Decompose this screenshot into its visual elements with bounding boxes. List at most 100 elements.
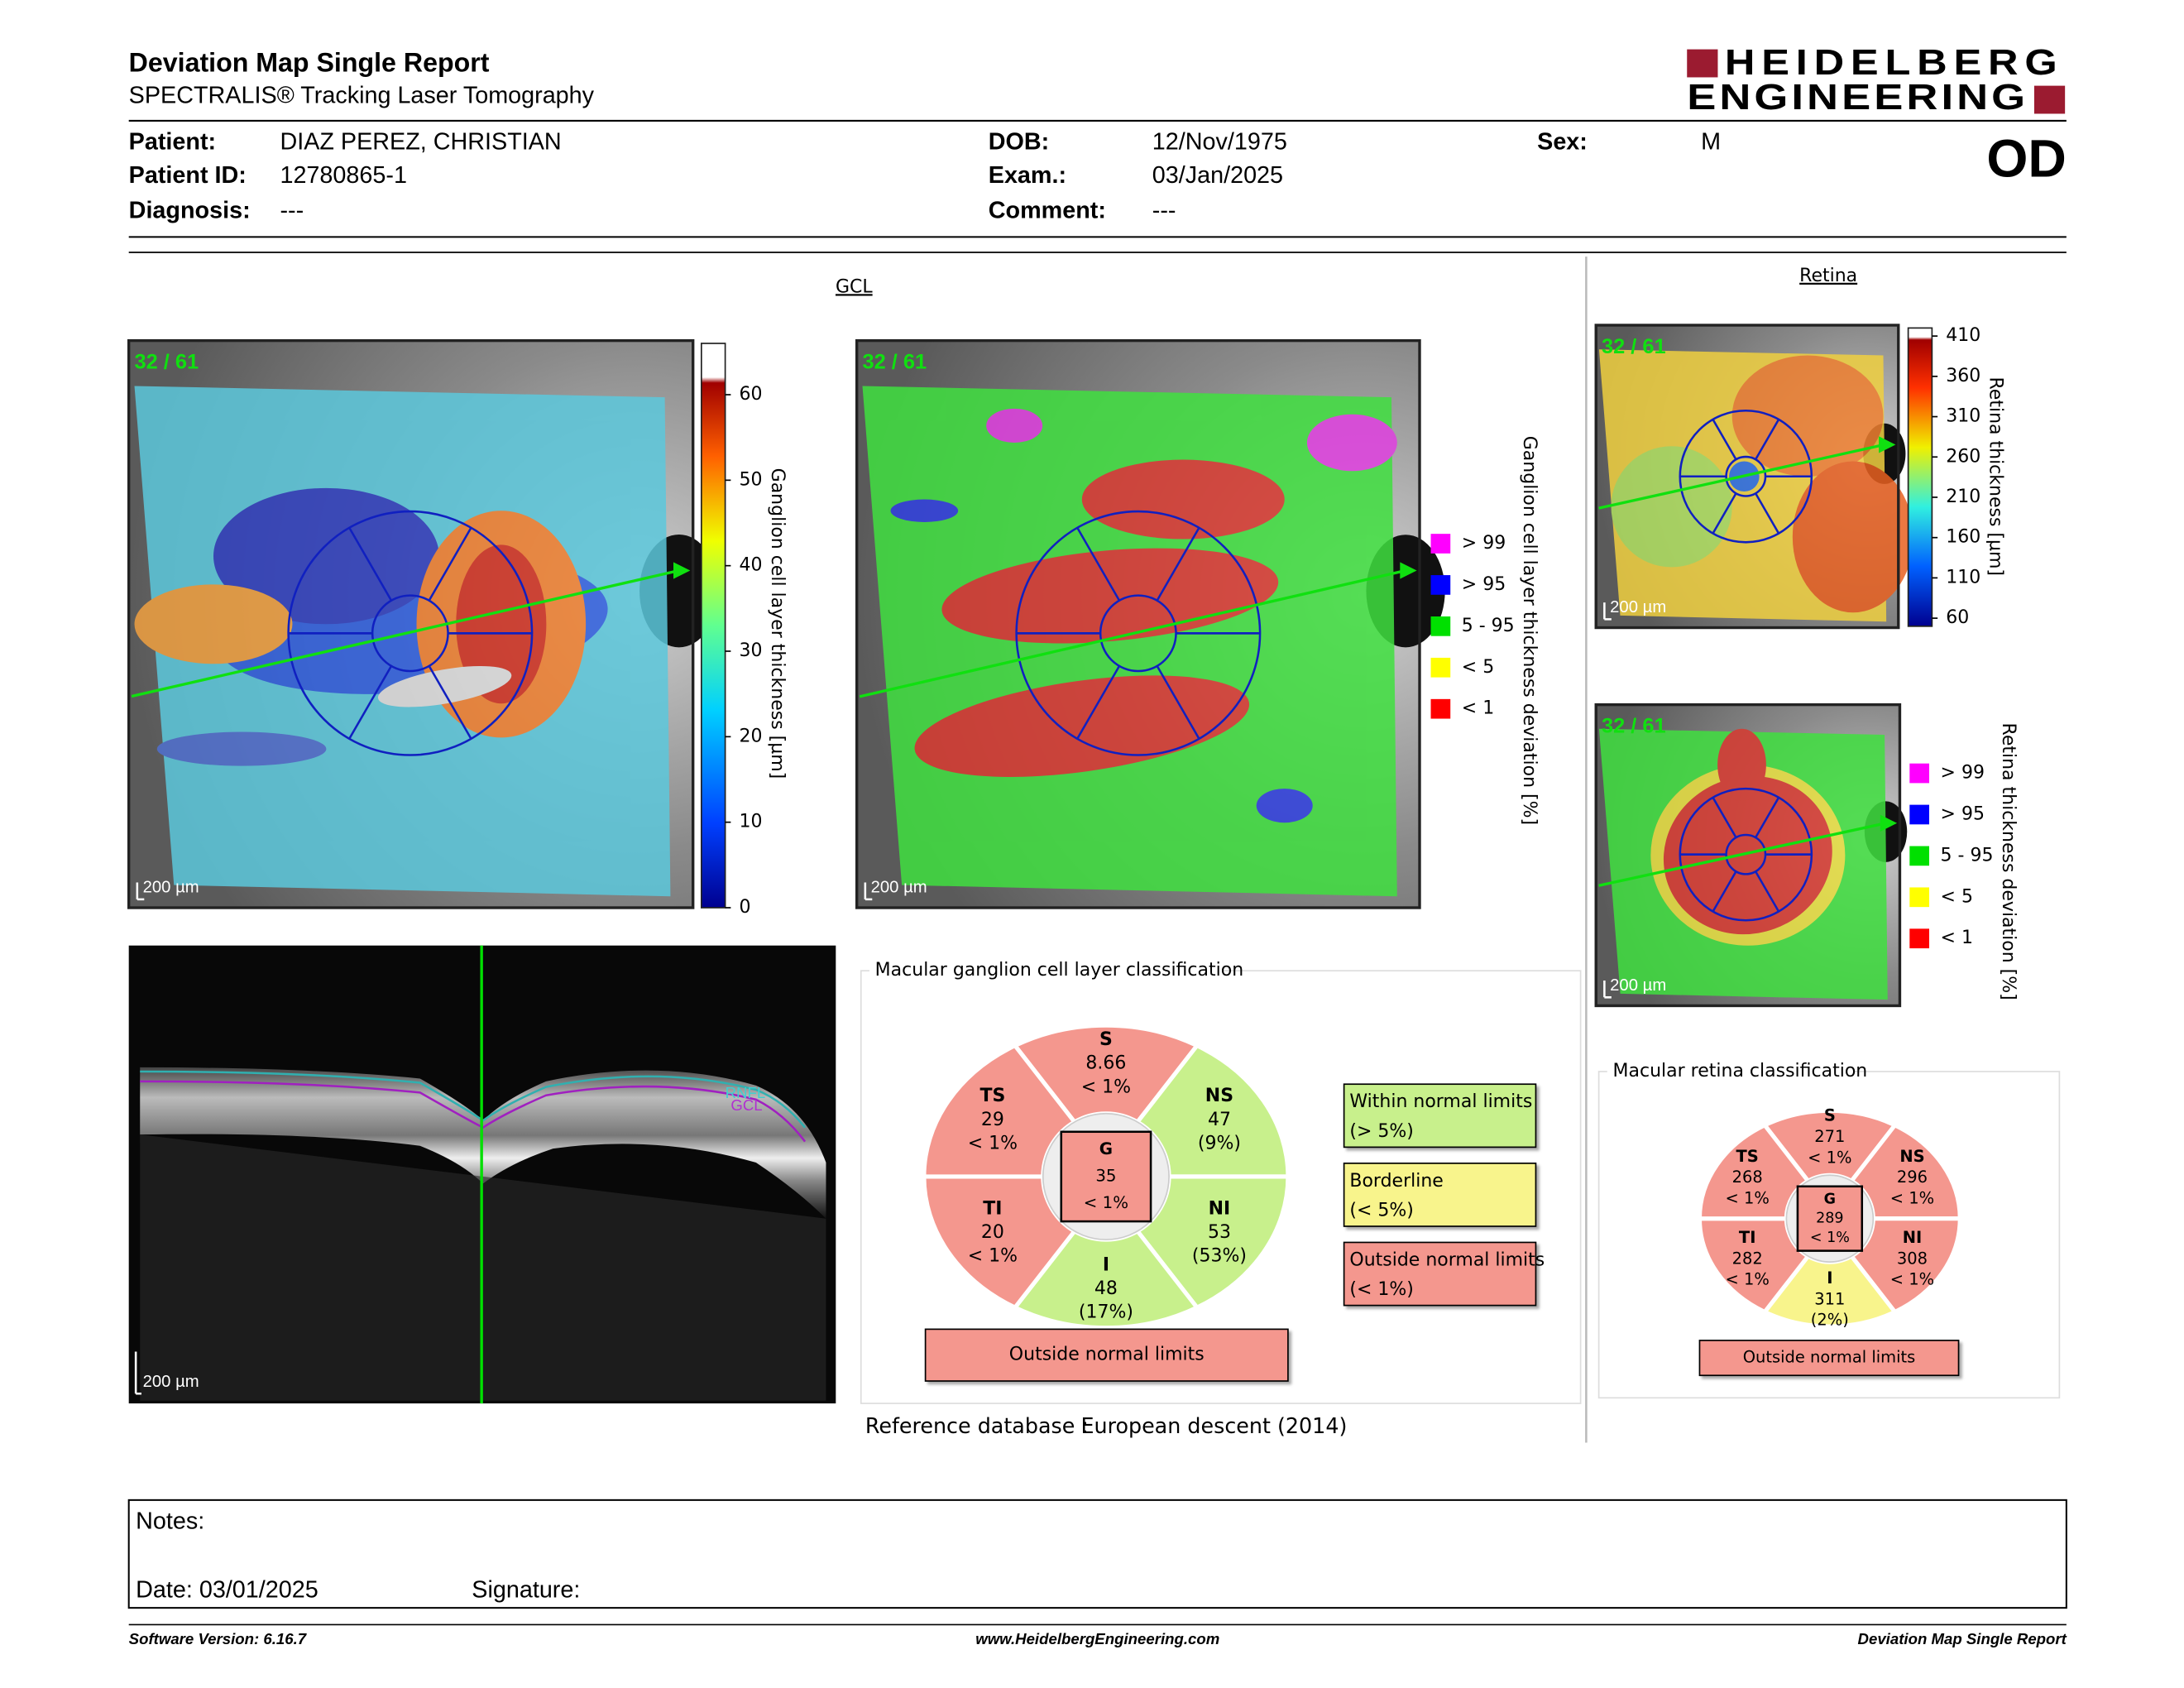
legend-swatch bbox=[1430, 575, 1451, 595]
field-label: Diagnosis: bbox=[129, 198, 251, 224]
overlay-region bbox=[1611, 446, 1732, 568]
sector-value: 53 bbox=[1208, 1222, 1231, 1243]
overlay-region bbox=[1306, 414, 1397, 472]
reference-value: European descent (2014) bbox=[1080, 1413, 1347, 1438]
colorbar-tick-label: 20 bbox=[740, 726, 763, 746]
overlay-region bbox=[213, 487, 439, 625]
grid-spoke bbox=[348, 527, 393, 602]
overlay-region bbox=[1792, 461, 1914, 613]
sector-percentile: < 1% bbox=[1726, 1188, 1770, 1207]
footer-center: www.HeidelbergEngineering.com bbox=[975, 1630, 1219, 1647]
layer-label: GCL bbox=[730, 1096, 762, 1114]
panel-title-bg bbox=[1607, 1058, 1854, 1085]
sector-value: 268 bbox=[1732, 1168, 1763, 1187]
sector-name: TI bbox=[1739, 1228, 1756, 1247]
colorbar-tick-label: 0 bbox=[740, 897, 751, 918]
scale-bar bbox=[1603, 981, 1612, 999]
legend-box bbox=[1343, 1163, 1537, 1227]
sector-percentile: (17%) bbox=[1079, 1302, 1133, 1323]
overlay-region bbox=[1731, 355, 1884, 477]
eye-label: OD bbox=[1986, 129, 2066, 189]
rnfl-boundary bbox=[140, 1070, 807, 1129]
grid-spoke bbox=[1755, 797, 1780, 838]
legend-label: Outside normal limits bbox=[1349, 1249, 1545, 1270]
retina-layers bbox=[140, 1067, 826, 1219]
reference-label: Reference database : bbox=[865, 1413, 1089, 1438]
overlay-region bbox=[1081, 459, 1285, 539]
legend-label: > 95 bbox=[1462, 574, 1506, 595]
grid-spoke bbox=[1712, 419, 1737, 460]
legend-range: (< 5%) bbox=[1349, 1200, 1414, 1220]
field-value: 03/Jan/2025 bbox=[1152, 162, 1283, 189]
scan-line bbox=[1598, 443, 1885, 510]
overlay-region bbox=[1663, 775, 1832, 935]
grid-spoke bbox=[1712, 492, 1737, 535]
colorbar-tick-label: 360 bbox=[1946, 366, 1980, 386]
scale-label: 200 µm bbox=[143, 1373, 199, 1391]
grid-spoke bbox=[428, 665, 472, 740]
image-frame bbox=[1594, 324, 1900, 630]
scan-arrow bbox=[673, 562, 691, 579]
sector-name: G bbox=[1099, 1139, 1113, 1158]
scale-bar bbox=[134, 1351, 141, 1395]
logo-line1: HEIDELBERG bbox=[1725, 42, 2064, 83]
fundus-image: 32 / 61 200 µm bbox=[1594, 703, 1908, 1008]
deviation-axis-label: Retina thickness deviation [%] bbox=[1998, 723, 2019, 1000]
field-value: 12780865-1 bbox=[280, 162, 406, 189]
legend-swatch bbox=[1909, 804, 1929, 825]
grid-spoke bbox=[1076, 527, 1121, 602]
sector-value: 311 bbox=[1814, 1289, 1845, 1308]
sector-value: 296 bbox=[1897, 1168, 1928, 1187]
colorbar-axis-label: Ganglion cell layer thickness [µm] bbox=[767, 468, 788, 779]
sector-name: NS bbox=[1899, 1147, 1924, 1166]
scan-label: 32 / 61 bbox=[1602, 335, 1666, 358]
image-frame bbox=[855, 338, 1421, 909]
field-label: Patient: bbox=[129, 129, 216, 156]
colorbar-tick-label: 210 bbox=[1946, 487, 1980, 507]
field-value: M bbox=[1701, 129, 1721, 156]
oct-scan: RNFL GCL 200 µm bbox=[128, 945, 836, 1404]
field-value: DIAZ PEREZ, CHRISTIAN bbox=[280, 129, 561, 156]
notes-box bbox=[127, 1499, 2067, 1609]
sector-percentile: < 1% bbox=[968, 1133, 1018, 1153]
sector-value: 35 bbox=[1095, 1166, 1116, 1185]
colorbar-tick-label: 260 bbox=[1946, 446, 1980, 467]
colorbar-tick-label: 10 bbox=[740, 812, 763, 832]
scan-line bbox=[859, 568, 1406, 698]
sector-value: 271 bbox=[1814, 1127, 1845, 1146]
status-box bbox=[1698, 1340, 1960, 1377]
legend-swatch bbox=[1430, 534, 1451, 554]
overlay-region bbox=[134, 584, 293, 664]
legend-label: 5 - 95 bbox=[1941, 845, 1994, 866]
deviation-axis-label: Ganglion cell layer thickness deviation … bbox=[1519, 436, 1540, 825]
grid-spoke bbox=[1712, 797, 1737, 838]
legend-swatch bbox=[1430, 657, 1451, 678]
grid-spoke bbox=[428, 527, 472, 602]
grid-spoke bbox=[1076, 665, 1121, 740]
sector-value: 47 bbox=[1208, 1110, 1231, 1130]
section-title: Retina bbox=[1799, 266, 1857, 286]
sector-percentile: < 1% bbox=[1810, 1230, 1850, 1246]
sector-percentile: < 1% bbox=[1084, 1193, 1128, 1212]
overlay-region bbox=[986, 408, 1043, 443]
legend-box bbox=[1343, 1241, 1537, 1307]
sector-percentile: (9%) bbox=[1198, 1133, 1241, 1153]
sector-percentile: (2%) bbox=[1811, 1311, 1849, 1330]
sector-value: 8.66 bbox=[1085, 1053, 1126, 1074]
field-label: Patient ID: bbox=[129, 162, 247, 189]
logo-line2: ENGINEERING bbox=[1687, 77, 2028, 117]
field-value: --- bbox=[280, 198, 304, 224]
grid-spoke bbox=[1755, 419, 1780, 460]
fundus-image: 32 / 61 200 µm bbox=[127, 338, 719, 909]
sector-value: 20 bbox=[981, 1222, 1004, 1243]
field-label: Comment: bbox=[989, 198, 1106, 224]
overlay-base bbox=[862, 386, 1397, 897]
scan-arrow bbox=[1400, 562, 1417, 579]
legend-label: Within normal limits bbox=[1349, 1091, 1532, 1112]
sector-percentile: < 1% bbox=[1726, 1270, 1770, 1289]
grid-spoke bbox=[348, 665, 393, 740]
overlay bbox=[1598, 728, 1888, 1000]
overlay-region bbox=[890, 499, 959, 522]
